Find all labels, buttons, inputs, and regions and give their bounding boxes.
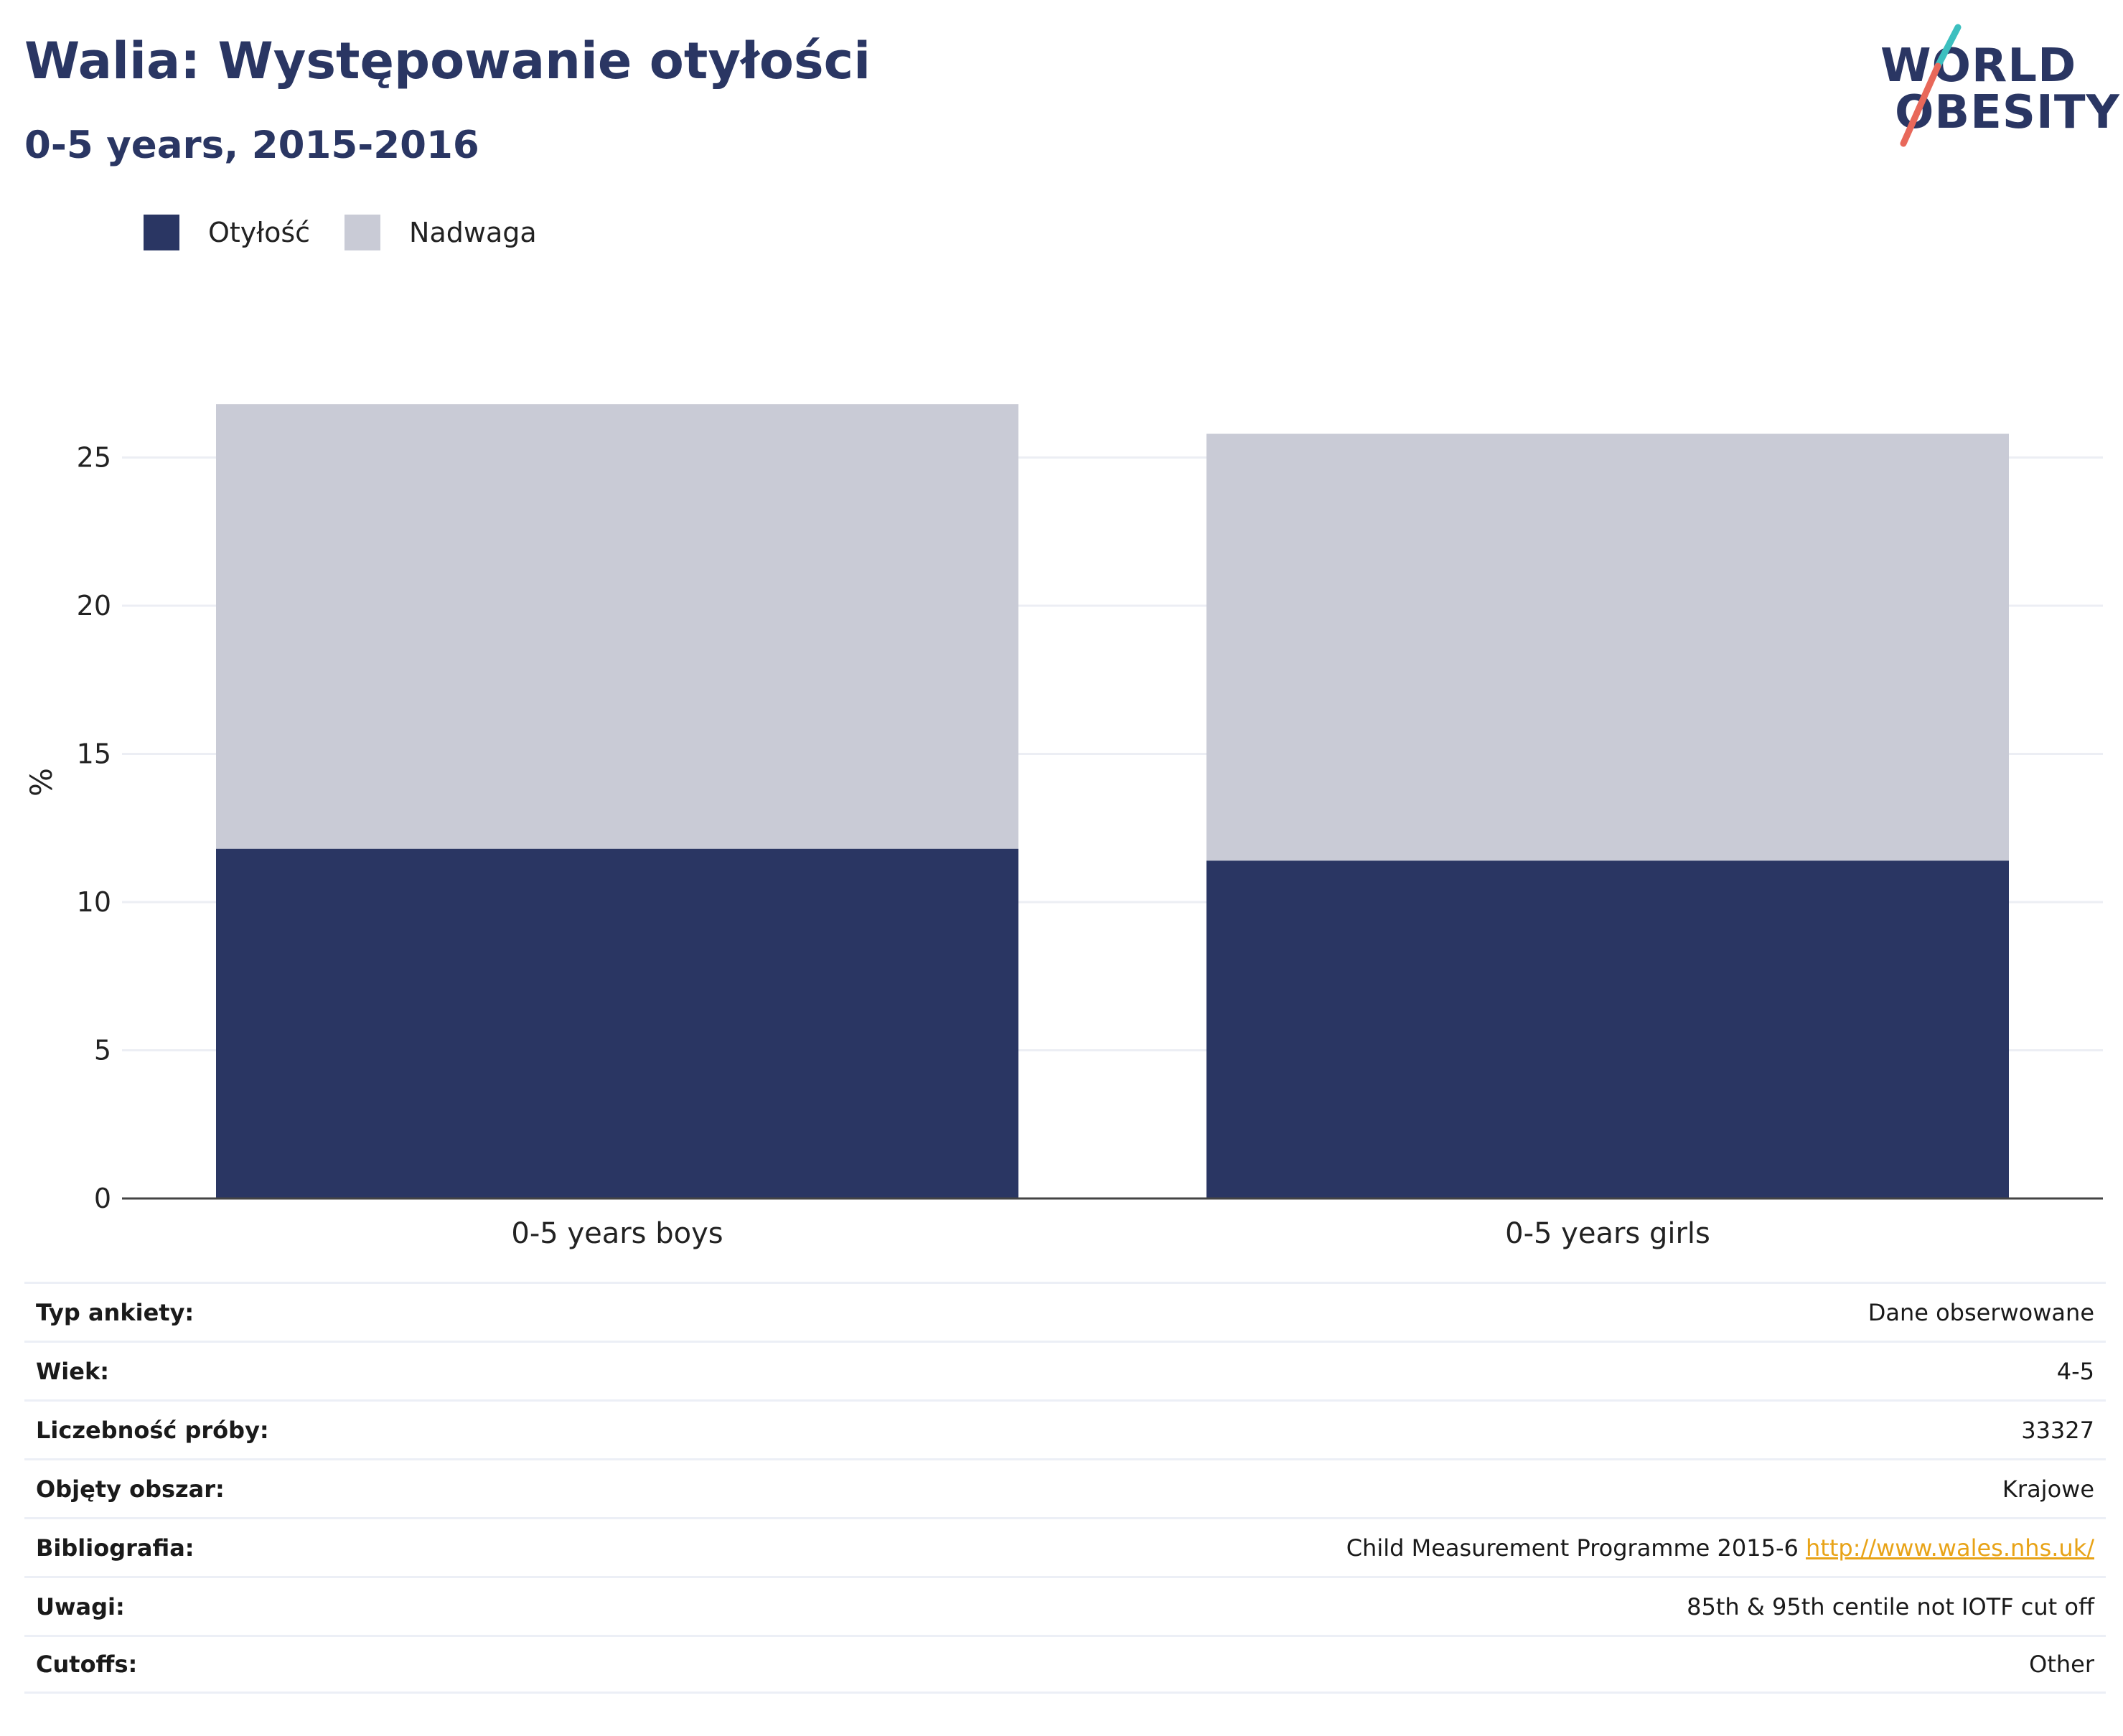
meta-label: Bibliografia: (36, 1534, 195, 1562)
legend-swatch-obesity (144, 215, 179, 250)
meta-value: Krajowe (2002, 1475, 2094, 1503)
logo-slash-icon (1900, 24, 1962, 147)
legend-label-obesity: Otyłość (208, 217, 311, 248)
meta-row: Objęty obszar: Krajowe (24, 1458, 2106, 1517)
world-obesity-logo: WORLD OBESITY (1866, 22, 2119, 151)
x-category-label: 0-5 years boys (511, 1217, 723, 1250)
y-tick-label: 15 (77, 738, 111, 770)
logo-word-2: OBESITY (1895, 86, 2120, 139)
meta-value: Dane obserwowane (1867, 1298, 2094, 1326)
bar-chart: 0 5 10 15 20 25% 0-5 years boys 0-5 years girls (24, 404, 2103, 1250)
meta-row: Bibliografia: Child Measurement Programme… (24, 1517, 2106, 1576)
meta-label: Typ ankiety: (36, 1298, 195, 1326)
meta-row: Typ ankiety: Dane obserwowane (24, 1282, 2106, 1341)
meta-label: Cutoffs: (36, 1651, 138, 1678)
bar-overweight (216, 404, 1018, 849)
y-tick-label: 0 (94, 1183, 111, 1214)
legend-swatch-overweight (345, 215, 381, 250)
bar-obesity (216, 848, 1018, 1198)
logo-word-1: WORLD (1880, 39, 2077, 93)
y-tick-label: 25 (77, 442, 111, 474)
meta-label: Wiek: (36, 1357, 110, 1385)
x-category-label: 0-5 years girls (1505, 1217, 1710, 1250)
legend-label-overweight: Nadwaga (409, 217, 537, 248)
bar-obesity (1206, 860, 2009, 1198)
meta-row: Uwagi: 85th & 95th centile not IOTF cut o… (24, 1576, 2106, 1635)
meta-value: 4-5 (2056, 1357, 2094, 1385)
meta-label: Liczebność próby: (36, 1416, 269, 1444)
meta-row: Wiek: 4-5 (24, 1341, 2106, 1399)
y-tick-label: 20 (77, 590, 111, 621)
meta-value: 33327 (2021, 1416, 2094, 1444)
meta-value: Other (2029, 1651, 2094, 1678)
legend-item-obesity[interactable]: Otyłość (144, 215, 310, 250)
y-tick-label: 10 (77, 886, 111, 918)
chart-legend: Otyłość Nadwaga (144, 214, 571, 251)
meta-label: Uwagi: (36, 1592, 125, 1620)
meta-value: 85th & 95th centile not IOTF cut off (1687, 1592, 2094, 1620)
legend-item-overweight[interactable]: Nadwaga (345, 215, 537, 250)
meta-row: Liczebność próby: 33327 (24, 1399, 2106, 1458)
survey-metadata-table: Typ ankiety: Dane obserwowane Wiek: 4-5 Licz… (24, 1282, 2106, 1694)
meta-row: Cutoffs: Other (24, 1635, 2106, 1694)
bibliography-link[interactable]: http://www.wales.nhs.uk/ (1806, 1534, 2094, 1562)
meta-value: Child Measurement Programme 2015-6 http:… (1346, 1534, 2094, 1562)
chart-subtitle: 0-5 years, 2015-2016 (24, 123, 479, 167)
chart-title: Walia: Występowanie otyłości (24, 32, 871, 90)
meta-label: Objęty obszar: (36, 1475, 225, 1503)
y-tick-label: 5 (94, 1035, 111, 1066)
bar-overweight (1206, 433, 2009, 861)
y-axis-title: % (24, 768, 59, 797)
